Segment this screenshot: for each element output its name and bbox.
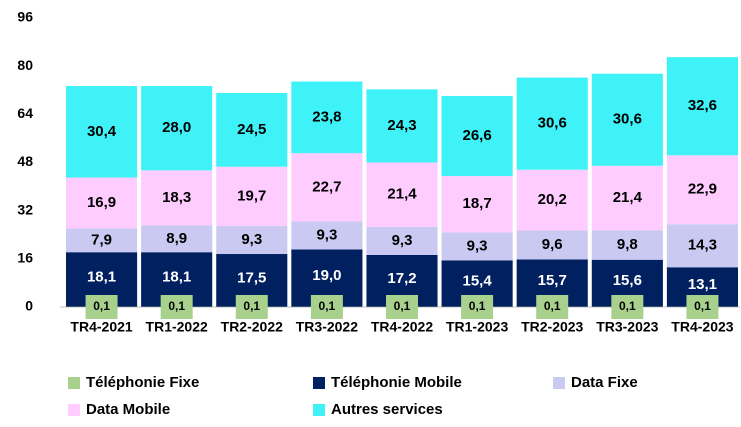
y-tick-label: 0	[25, 298, 33, 314]
value-label: 24,5	[237, 121, 266, 138]
y-tick-label: 96	[17, 9, 33, 25]
value-label: 15,7	[538, 272, 567, 289]
value-label: 0,1	[319, 299, 336, 313]
x-tick-label: TR4-2023	[671, 319, 733, 335]
y-tick-label: 64	[17, 105, 33, 121]
value-label: 21,4	[613, 189, 643, 206]
value-label: 8,9	[166, 230, 187, 247]
x-tick-label: TR1-2023	[446, 319, 508, 335]
value-label: 0,1	[168, 299, 185, 313]
value-label: 19,7	[237, 187, 266, 204]
value-label: 14,3	[688, 237, 717, 254]
x-tick-label: TR1-2022	[146, 319, 208, 335]
x-tick-label: TR3-2023	[596, 319, 658, 335]
value-label: 28,0	[162, 119, 191, 136]
value-label: 9,3	[467, 237, 488, 254]
value-label: 18,1	[87, 268, 116, 285]
value-label: 26,6	[463, 127, 492, 144]
y-tick-label: 48	[17, 153, 33, 169]
value-label: 15,6	[613, 272, 642, 289]
legend-swatch	[68, 377, 80, 389]
value-label: 0,1	[243, 299, 260, 313]
x-tick-label: TR4-2022	[371, 319, 433, 335]
value-label: 0,1	[694, 299, 711, 313]
value-label: 9,6	[542, 236, 563, 253]
legend-swatch	[553, 377, 565, 389]
value-label: 30,4	[87, 123, 117, 140]
value-label: 18,7	[463, 195, 492, 212]
value-label: 16,9	[87, 194, 116, 211]
value-label: 17,5	[237, 269, 266, 286]
y-tick-label: 16	[17, 250, 33, 266]
legend-label: Data Fixe	[571, 374, 638, 391]
y-tick-label: 80	[17, 57, 33, 73]
value-label: 22,7	[312, 178, 341, 195]
legend-swatch	[313, 404, 325, 416]
legend-label: Autres services	[331, 401, 443, 418]
legend-label: Téléphonie Fixe	[86, 374, 199, 391]
value-label: 0,1	[93, 299, 110, 313]
value-label: 0,1	[469, 299, 486, 313]
value-label: 18,3	[162, 189, 191, 206]
value-label: 23,8	[312, 108, 341, 125]
legend-swatch	[68, 404, 80, 416]
value-label: 30,6	[538, 115, 567, 132]
value-label: 30,6	[613, 111, 642, 128]
x-tick-label: TR3-2022	[296, 319, 358, 335]
value-label: 19,0	[312, 267, 341, 284]
value-label: 22,9	[688, 181, 717, 198]
x-tick-label: TR2-2023	[521, 319, 583, 335]
y-tick-label: 32	[17, 201, 33, 217]
value-label: 0,1	[544, 299, 561, 313]
value-label: 0,1	[619, 299, 636, 313]
value-label: 21,4	[387, 186, 417, 203]
value-label: 7,9	[91, 231, 112, 248]
legend-swatch	[313, 377, 325, 389]
value-label: 9,8	[617, 236, 638, 253]
x-tick-label: TR4-2021	[70, 319, 132, 335]
value-label: 9,3	[316, 226, 337, 243]
value-label: 32,6	[688, 97, 717, 114]
value-label: 15,4	[463, 272, 493, 289]
value-label: 24,3	[387, 117, 416, 134]
value-label: 9,3	[392, 232, 413, 249]
value-label: 20,2	[538, 191, 567, 208]
value-label: 18,1	[162, 268, 191, 285]
value-label: 9,3	[241, 231, 262, 248]
legend-label: Téléphonie Mobile	[331, 374, 462, 391]
x-tick-label: TR2-2022	[221, 319, 283, 335]
value-label: 0,1	[394, 299, 411, 313]
value-label: 13,1	[688, 276, 717, 293]
value-label: 17,2	[387, 270, 416, 287]
legend-label: Data Mobile	[86, 401, 170, 418]
